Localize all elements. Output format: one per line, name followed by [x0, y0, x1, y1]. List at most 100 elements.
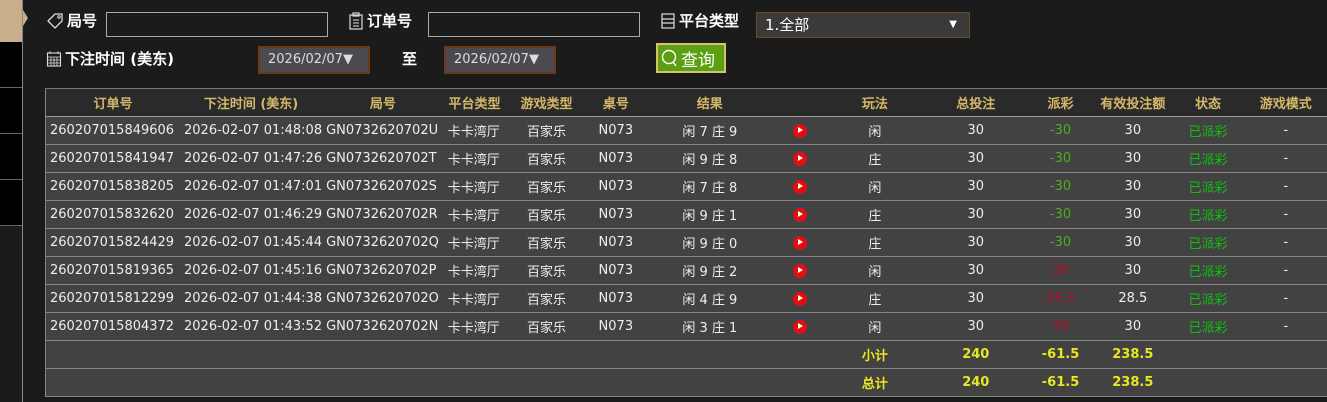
empty-cell: [45, 340, 181, 369]
result: 闲 4 庄 9: [643, 284, 776, 313]
bet-time: 2026-02-07 01:45:44: [180, 228, 323, 257]
empty-cell: [443, 368, 506, 397]
order-number: 260207015841947: [45, 144, 181, 173]
column-header: 玩法: [824, 88, 925, 117]
query-button[interactable]: 查询: [656, 43, 726, 73]
bet-type: 闲: [824, 172, 925, 201]
date-from-picker[interactable]: 2026/02/07▼: [258, 46, 370, 74]
platform-type: 卡卡湾厅: [443, 144, 506, 173]
platform-type: 卡卡湾厅: [443, 312, 506, 341]
total-bet: 30: [924, 284, 1027, 313]
total-bet: 30: [924, 172, 1027, 201]
sidebar-item[interactable]: [0, 180, 22, 226]
replay-cell: [775, 116, 825, 145]
table-row: 260207015838205 2026-02-07 01:47:01 GN0732…: [45, 172, 1327, 201]
order-number: 260207015832620: [45, 200, 181, 229]
column-header: 结果: [643, 88, 776, 117]
date-to-picker[interactable]: 2026/02/07▼: [444, 46, 556, 74]
valid-bet: 30: [1094, 256, 1172, 285]
bet-time: 2026-02-07 01:46:29: [180, 200, 323, 229]
bet-type: 庄: [824, 228, 925, 257]
bet-type: 庄: [824, 284, 925, 313]
sidebar-collapse-arrow[interactable]: [23, 10, 28, 26]
video-replay-icon[interactable]: [793, 319, 808, 334]
table-row: 260207015841947 2026-02-07 01:47:26 GN0732…: [45, 144, 1327, 173]
empty-cell: [1244, 340, 1327, 369]
table-number: N073: [587, 172, 644, 201]
empty-cell: [180, 368, 323, 397]
empty-cell: [587, 368, 644, 397]
video-replay-icon[interactable]: [793, 123, 808, 138]
column-header: 总投注: [924, 88, 1027, 117]
subtotal-row: 小计 240 -61.5 238.5: [45, 340, 1327, 369]
payout: -30: [1026, 228, 1095, 257]
valid-bet: 30: [1094, 144, 1172, 173]
column-header: 下注时间 (美东): [180, 88, 323, 117]
valid-bet: 30: [1094, 172, 1172, 201]
payout: 28.5: [1026, 284, 1095, 313]
video-replay-icon[interactable]: [793, 151, 808, 166]
video-replay-icon[interactable]: [793, 263, 808, 278]
subtotal-payout: -61.5: [1026, 340, 1095, 369]
video-replay-icon[interactable]: [793, 235, 808, 250]
dropdown-arrow-icon: ▼: [342, 52, 353, 67]
round-number: GN0732620702T: [322, 144, 444, 173]
column-header: 状态: [1171, 88, 1245, 117]
total-bet: 30: [924, 256, 1027, 285]
total-bet: 30: [924, 200, 1027, 229]
sidebar-item[interactable]: [0, 88, 22, 134]
order-number: 260207015804372: [45, 312, 181, 341]
payout: -30: [1026, 116, 1095, 145]
round-input[interactable]: [106, 12, 328, 37]
payout: -30: [1026, 172, 1095, 201]
column-header: [775, 88, 825, 117]
table-number: N073: [587, 144, 644, 173]
game-mode: -: [1244, 200, 1327, 229]
video-replay-icon[interactable]: [793, 207, 808, 222]
column-header: 桌号: [587, 88, 644, 117]
status: 已派彩: [1171, 200, 1245, 229]
total-label: 总计: [824, 368, 925, 397]
platform-select[interactable]: 1.全部 ▼: [756, 12, 970, 38]
order-number: 260207015824429: [45, 228, 181, 257]
round-number: GN0732620702O: [322, 284, 444, 313]
game-mode: -: [1244, 228, 1327, 257]
bet-type: 闲: [824, 256, 925, 285]
table-header: 订单号 下注时间 (美东) 局号 平台类型 游戏类型 桌号 结果 玩法 总投注 派彩 有效投注额 状态…: [45, 88, 1327, 117]
game-mode: -: [1244, 144, 1327, 173]
round-number: GN0732620702N: [322, 312, 444, 341]
empty-cell: [643, 368, 776, 397]
payout: 30: [1026, 312, 1095, 341]
video-replay-icon[interactable]: [793, 291, 808, 306]
total-bet: 30: [924, 228, 1027, 257]
column-header: 游戏模式: [1244, 88, 1327, 117]
dropdown-arrow-icon: ▼: [528, 52, 539, 67]
platform-type: 卡卡湾厅: [443, 116, 506, 145]
platform-type: 卡卡湾厅: [443, 284, 506, 313]
bet-time: 2026-02-07 01:45:16: [180, 256, 323, 285]
status: 已派彩: [1171, 312, 1245, 341]
to-label: 至: [402, 50, 418, 68]
column-header: 局号: [322, 88, 444, 117]
replay-cell: [775, 284, 825, 313]
subtotal-bet: 240: [924, 340, 1027, 369]
platform-type: 卡卡湾厅: [443, 200, 506, 229]
result: 闲 9 庄 0: [643, 228, 776, 257]
order-number: 260207015819365: [45, 256, 181, 285]
valid-bet: 30: [1094, 200, 1172, 229]
subtotal-label: 小计: [824, 340, 925, 369]
payout: 30: [1026, 256, 1095, 285]
table-number: N073: [587, 312, 644, 341]
order-input[interactable]: [428, 12, 640, 37]
status: 已派彩: [1171, 144, 1245, 173]
table-number: N073: [587, 200, 644, 229]
column-header: 有效投注额: [1094, 88, 1172, 117]
sidebar-item[interactable]: [0, 134, 22, 180]
replay-cell: [775, 256, 825, 285]
sidebar-item[interactable]: [0, 42, 22, 88]
video-replay-icon[interactable]: [793, 179, 808, 194]
bet-type: 庄: [824, 200, 925, 229]
total-bet: 30: [924, 312, 1027, 341]
list-icon: [661, 12, 675, 29]
valid-bet: 30: [1094, 312, 1172, 341]
